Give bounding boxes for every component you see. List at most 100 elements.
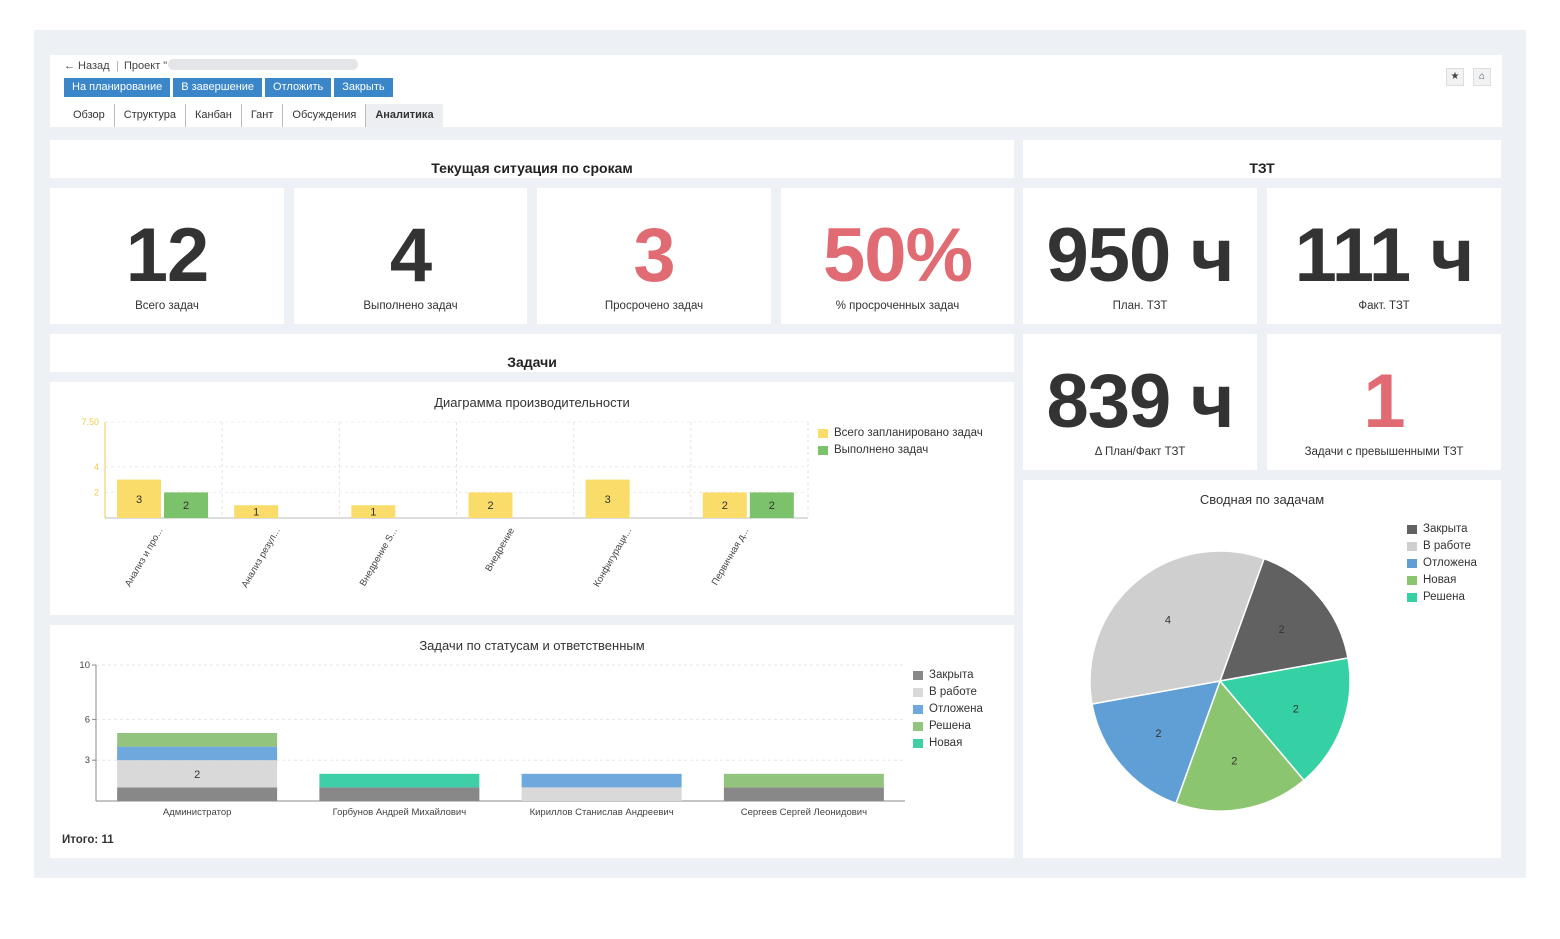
star-icon[interactable]: ★ (1446, 68, 1464, 86)
tasks-total: Итого: 11 (62, 834, 114, 846)
status-legend-item[interactable]: В работе (913, 686, 1008, 699)
x-tick-label: Горбунов Андрей Михайлович (333, 807, 467, 818)
status-chart-card: Задачи по статусам и ответственным 3 6 10 2… (50, 625, 1014, 858)
pie-slice (1175, 679, 1305, 812)
kpi-value: 839 ч (1046, 359, 1234, 444)
tab-discussions[interactable]: Обсуждения (283, 104, 367, 127)
kpi-caption: Всего задач (135, 300, 199, 312)
x-tick-label: Анализ и про... (123, 526, 166, 589)
tab-structure[interactable]: Структура (115, 104, 186, 127)
status-legend-item[interactable]: Закрыта (913, 669, 1008, 682)
legend-swatch (818, 446, 828, 455)
tab-analytics[interactable]: Аналитика (366, 104, 443, 127)
kpi-caption: % просроченных задач (835, 300, 960, 312)
bar (749, 492, 794, 518)
legend-label: Всего запланировано задач (834, 427, 983, 439)
tab-overview[interactable]: Обзор (64, 104, 115, 127)
to-completion-button[interactable]: В завершение (173, 78, 263, 97)
bar-value-label: 2 (183, 500, 189, 512)
tasks-section-header: Задачи (50, 334, 1014, 372)
y-tick-label: 2 (94, 487, 99, 497)
legend-swatch (818, 429, 828, 438)
chart-title: Сводная по задачам (1199, 492, 1325, 507)
kpi-delta-tzt: 839 ч Δ План/Факт ТЗТ (1023, 334, 1257, 470)
pie-legend: Закрыта В работе Отложена Новая Решена (1407, 523, 1497, 608)
x-tick-label: Анализ резул... (240, 526, 283, 590)
project-breadcrumb[interactable]: Проект " (124, 60, 168, 72)
legend-label: В работе (929, 686, 977, 698)
bar (117, 479, 161, 518)
kpi-value: 111 ч (1294, 213, 1475, 298)
kpi-completed-tasks: 4 Выполнено задач (294, 188, 527, 324)
status-legend-item[interactable]: Новая (913, 737, 1008, 750)
legend-swatch (1407, 542, 1417, 551)
y-tick-label: 6 (85, 714, 90, 725)
stack-segment (521, 787, 682, 801)
bar-value-label: 2 (722, 500, 728, 512)
kpi-caption: Δ План/Факт ТЗТ (1094, 446, 1186, 458)
legend-label: В работе (1423, 540, 1471, 552)
kpi-caption: Задачи с превышенными ТЗТ (1304, 446, 1464, 458)
x-tick-label: Сергеев Сергей Леонидович (741, 807, 867, 818)
legend-swatch (913, 705, 923, 714)
pie-slice (1218, 557, 1349, 682)
y-tick-label: 4 (94, 462, 99, 472)
tab-kanban[interactable]: Канбан (186, 104, 242, 127)
legend-label: Решена (929, 720, 971, 732)
stack-segment (723, 787, 884, 801)
legend-label: Выполнено задач (834, 444, 929, 456)
kpi-planned-tzt: 950 ч План. ТЗТ (1023, 188, 1257, 324)
summary-pie-card: Сводная по задачам 2 2 2 2 4 Закрыта В работе… (1023, 480, 1501, 858)
slice-value-label: 2 (1231, 755, 1237, 767)
performance-legend-item[interactable]: Выполнено задач (818, 444, 1008, 457)
status-legend: Закрыта В работе Отложена Решена Новая (913, 669, 1008, 754)
stack-segment (117, 746, 278, 761)
bar-value-label: 2 (769, 500, 775, 512)
legend-swatch (1407, 593, 1417, 602)
kpi-overdue-percent: 50% % просроченных задач (781, 188, 1014, 324)
status-legend-item[interactable]: Решена (913, 720, 1008, 733)
x-tick-label: Администратор (163, 807, 232, 818)
legend-swatch (913, 671, 923, 680)
pie-legend-item[interactable]: Новая (1407, 574, 1497, 587)
back-link[interactable]: ← Назад (64, 60, 110, 72)
kpi-overdue-tasks: 3 Просрочено задач (537, 188, 771, 324)
project-header: ← Назад | Проект " На планирование В зав… (50, 55, 1502, 127)
home-icon[interactable]: ⌂ (1473, 68, 1491, 86)
legend-label: Новая (929, 737, 963, 749)
bar (234, 505, 279, 518)
bar-value-label: 2 (487, 500, 493, 512)
deadlines-title: Текущая ситуация по срокам (431, 160, 633, 176)
tab-gantt[interactable]: Гант (242, 104, 284, 127)
pie-slice (1218, 657, 1351, 782)
kpi-caption: План. ТЗТ (1112, 300, 1168, 312)
performance-legend-item[interactable]: Всего запланировано задач (818, 427, 1008, 440)
pie-legend-item[interactable]: Закрыта (1407, 523, 1497, 536)
kpi-actual-tzt: 111 ч Факт. ТЗТ (1267, 188, 1501, 324)
close-button[interactable]: Закрыть (334, 78, 393, 97)
status-legend-item[interactable]: Отложена (913, 703, 1008, 716)
status-chart: 3 6 10 2 Администратор Горбунов Андрей Михайл… (79, 660, 905, 818)
stack-segment (117, 760, 278, 788)
performance-chart-card: Диаграмма производительности 2 4 7.50 3 2 Ана… (50, 382, 1014, 615)
segment-value-label: 2 (194, 769, 200, 781)
to-planning-button[interactable]: На планирование (64, 78, 171, 97)
kpi-exceeded-tzt: 1 Задачи с превышенными ТЗТ (1267, 334, 1501, 470)
stack-segment (521, 773, 682, 788)
bar (351, 505, 396, 518)
breadcrumb-separator: | (116, 60, 119, 72)
legend-swatch (913, 688, 923, 697)
legend-label: Закрыта (1423, 523, 1468, 535)
bar (468, 492, 513, 518)
stack-segment (319, 773, 480, 788)
postpone-button[interactable]: Отложить (265, 78, 332, 97)
slice-value-label: 2 (1155, 728, 1161, 740)
pie-legend-item[interactable]: В работе (1407, 540, 1497, 553)
pie-legend-item[interactable]: Отложена (1407, 557, 1497, 570)
pie-legend-item[interactable]: Решена (1407, 591, 1497, 604)
stack-segment (319, 787, 480, 801)
stack-segment (723, 773, 884, 788)
legend-label: Отложена (929, 703, 983, 715)
kpi-value: 3 (633, 213, 675, 298)
x-tick-label: Внедрение S... (358, 526, 400, 588)
